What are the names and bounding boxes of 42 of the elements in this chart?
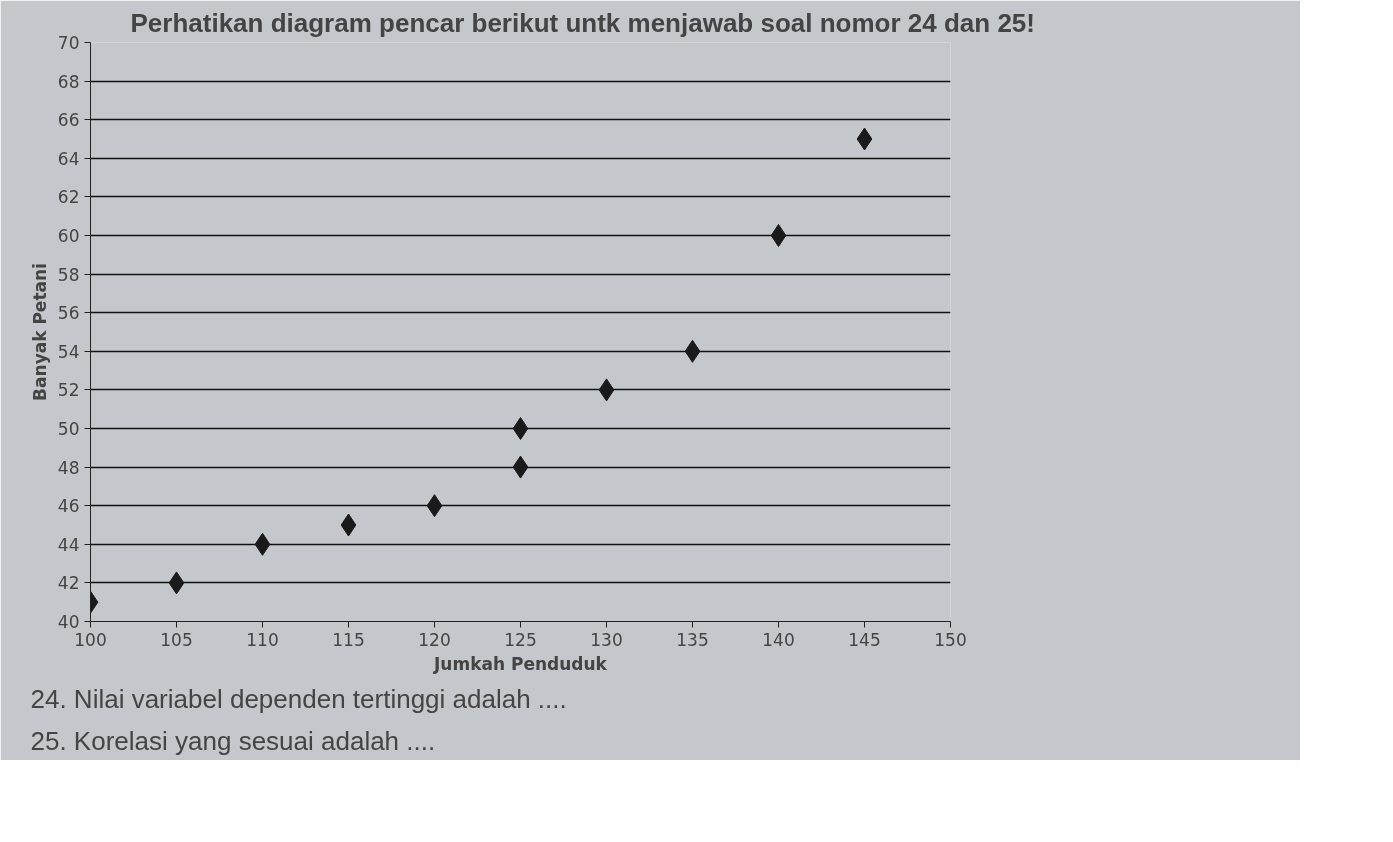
x-tick-label: 135 bbox=[676, 629, 709, 650]
y-tick-label: 54 bbox=[57, 341, 80, 362]
x-tick-label: 125 bbox=[504, 629, 537, 650]
x-tick-label: 105 bbox=[160, 629, 193, 650]
point bbox=[512, 455, 529, 479]
text: 25. Korelasi yang sesuai adalah .... bbox=[30, 725, 436, 756]
y-tick-label: 42 bbox=[57, 573, 80, 594]
y-tick-label: 56 bbox=[57, 303, 80, 324]
y-tick-label: 44 bbox=[57, 534, 80, 555]
x-tick-label: 115 bbox=[332, 629, 365, 650]
point bbox=[512, 417, 529, 440]
y-axis-title: Banyak Petani bbox=[29, 263, 50, 401]
y-tick-label: 50 bbox=[57, 419, 80, 439]
chart-title: Perhatikan diagram pencar berikut untk menjawab soal nomor 24 dan 25! bbox=[130, 7, 1035, 38]
point bbox=[598, 378, 615, 402]
y-tick-label: 52 bbox=[57, 380, 80, 401]
y-tick-label: 70 bbox=[57, 33, 80, 53]
point bbox=[168, 571, 185, 595]
y-tick-label: 48 bbox=[57, 457, 80, 478]
y-tick-label: 46 bbox=[57, 496, 80, 517]
x-tick-label: 120 bbox=[418, 629, 451, 650]
y-tick-label: 68 bbox=[57, 71, 80, 92]
point bbox=[340, 513, 357, 537]
y-tick-label: 64 bbox=[57, 148, 80, 169]
y-tick-label: 66 bbox=[57, 110, 80, 131]
point bbox=[426, 494, 443, 518]
x-tick-label: 110 bbox=[246, 629, 279, 650]
x-tick-label: 145 bbox=[848, 629, 881, 650]
point bbox=[684, 339, 701, 363]
x-axis-title: Jumkah Penduduk bbox=[433, 653, 608, 674]
point bbox=[254, 532, 271, 556]
y-tick-label: 62 bbox=[57, 187, 80, 208]
x-tick-label: 150 bbox=[934, 629, 967, 650]
y-tick-label: 58 bbox=[57, 264, 80, 285]
point bbox=[770, 224, 787, 247]
y-tick-label: 40 bbox=[57, 612, 80, 632]
x-tick-label: 130 bbox=[590, 629, 623, 650]
y-tick-label: 60 bbox=[57, 226, 80, 246]
text: 24. Nilai variabel dependen tertinggi adalah .... bbox=[30, 683, 567, 714]
x-tick-label: 100 bbox=[74, 629, 107, 650]
x-tick-label: 140 bbox=[762, 629, 795, 650]
point bbox=[856, 127, 873, 151]
